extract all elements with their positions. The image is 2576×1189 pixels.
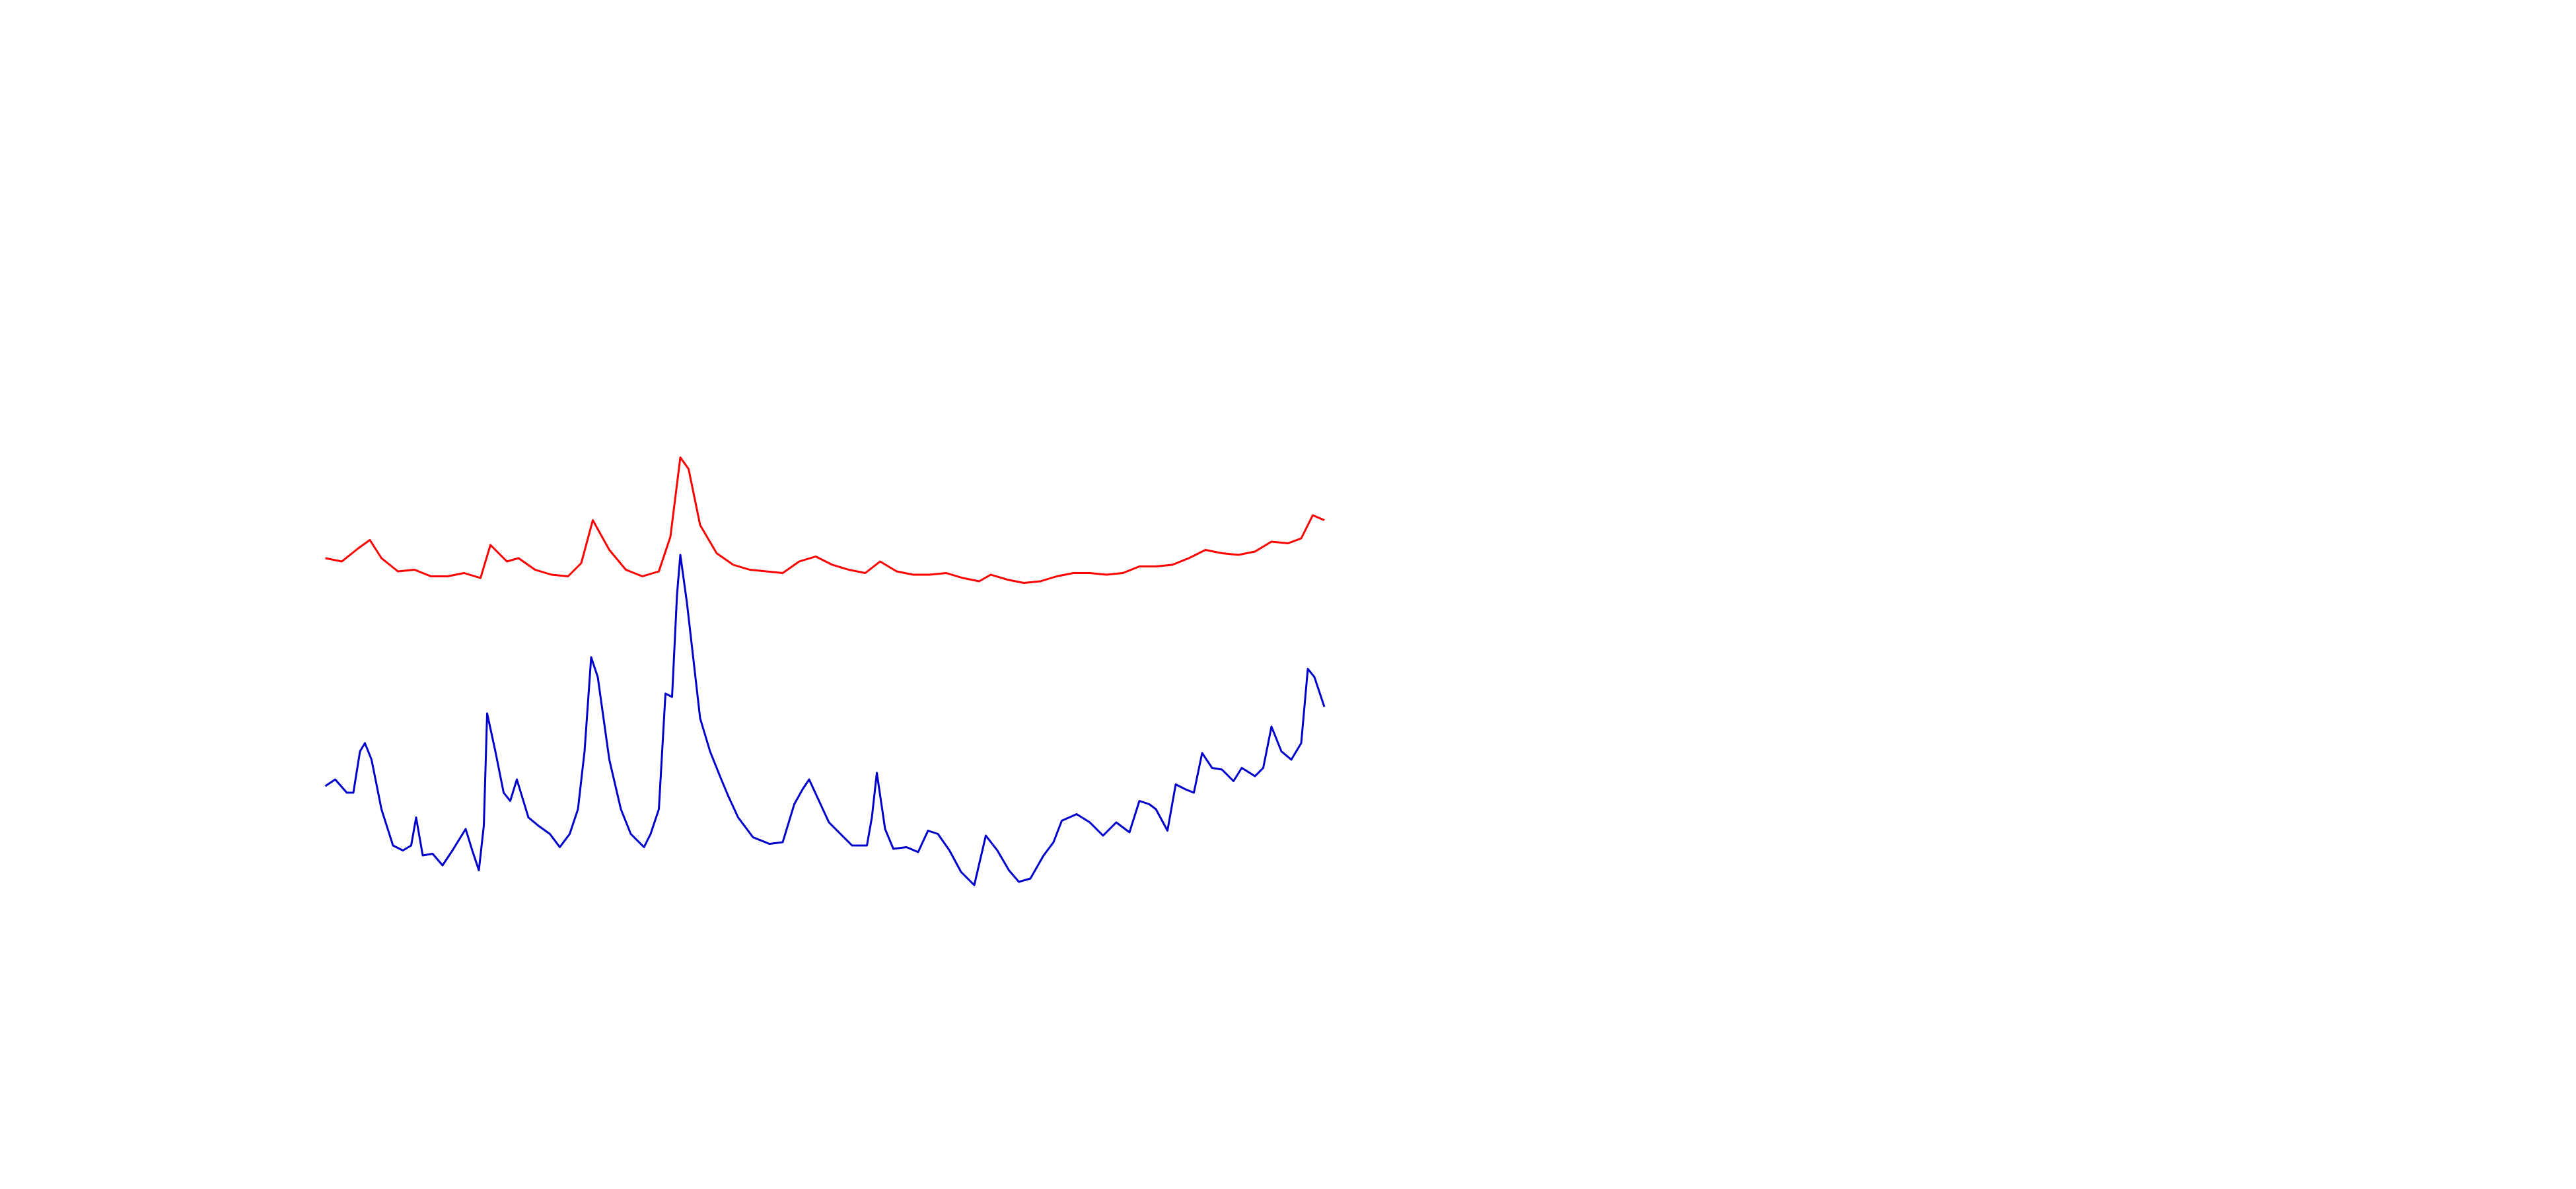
line-series [325,456,1325,584]
line-series [324,554,1326,886]
